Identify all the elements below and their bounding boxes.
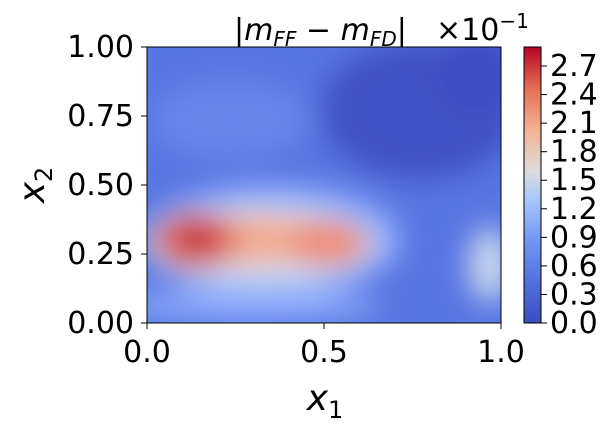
colorbar	[523, 46, 542, 324]
colorbar-tick-label: 2.1	[550, 106, 598, 141]
multiplier-exponent: −1	[499, 9, 528, 33]
colorbar-tick-label: 2.7	[550, 49, 598, 84]
lower-band	[147, 289, 380, 321]
colorbar-ticks: 0.00.30.60.91.21.51.82.12.42.7	[541, 49, 598, 341]
colorbar-tick-label: 1.2	[550, 192, 598, 227]
colorbar-tick-label: 2.4	[550, 78, 598, 113]
title-m1: m	[244, 13, 273, 48]
y-tick-label: 0.50	[67, 168, 134, 203]
multiplier-prefix: ×10	[436, 13, 499, 48]
title-s1: FF	[273, 27, 297, 51]
title-m2: m	[341, 13, 370, 48]
y-axis-label-base: x	[12, 181, 53, 204]
colorbar-tick-label: 1.5	[550, 163, 598, 198]
x-axis-label-base: x	[306, 378, 329, 419]
colorbar-tick-label: 0.0	[550, 306, 598, 341]
y-tick-label: 1.00	[67, 30, 134, 65]
peak-primary-core	[176, 224, 220, 256]
colorbar-multiplier: ×10−1	[436, 9, 529, 48]
x-tick-label: 1.0	[477, 335, 525, 370]
chart-title: |mFF − mFD|	[234, 13, 407, 51]
x-axis-label: x1	[306, 378, 344, 424]
colorbar-tick-label: 0.3	[550, 277, 598, 312]
title-minus: −	[296, 13, 340, 48]
y-tick-label: 0.25	[67, 237, 134, 272]
heatmap-field	[147, 47, 501, 323]
title-s2: FD	[370, 27, 397, 51]
colorbar-tick-label: 0.6	[550, 249, 598, 284]
x-tick-label: 0.0	[123, 335, 171, 370]
x-ticks	[146, 323, 502, 329]
colorbar-tick-label: 1.8	[550, 135, 598, 170]
local-feature	[468, 227, 501, 303]
peak-secondary	[287, 221, 367, 265]
upper-mid-band	[150, 80, 310, 160]
y-tick-label: 0.75	[67, 99, 134, 134]
x-axis-label-sub: 1	[328, 396, 343, 424]
x-tick-label: 0.5	[300, 335, 348, 370]
y-ticks	[141, 46, 147, 324]
title-bar-right: |	[397, 13, 407, 48]
y-tick-label: 0.00	[67, 306, 134, 341]
y-axis-label-sub: 2	[30, 167, 58, 182]
colorbar-tick-label: 0.9	[550, 220, 598, 255]
y-axis-label: x2	[12, 167, 58, 205]
title-bar-left: |	[234, 13, 244, 48]
low-region-2	[440, 47, 501, 110]
